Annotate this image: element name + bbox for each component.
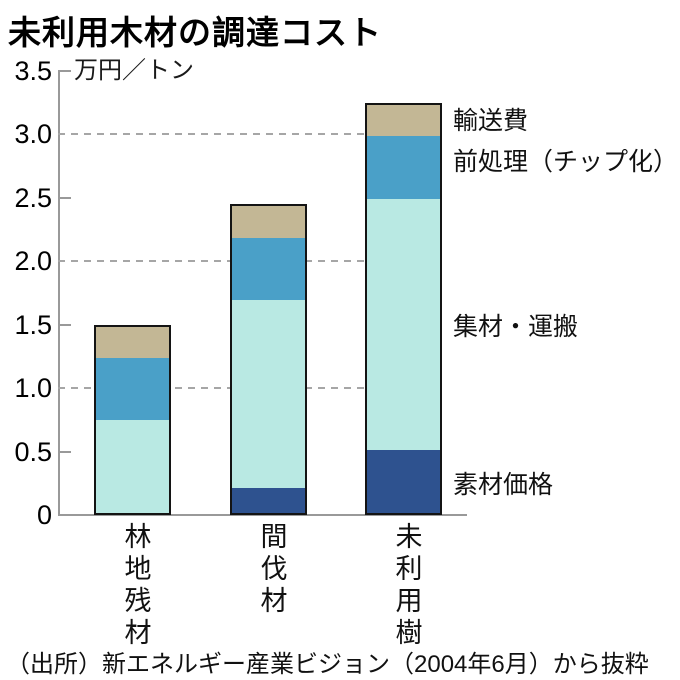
bar-1 — [94, 324, 171, 515]
y-tick-3.5 — [58, 70, 71, 72]
y-tick-label-2.5: 2.5 — [14, 182, 52, 213]
bar-2 — [230, 204, 307, 515]
category-label-1: 林地残材 — [120, 522, 151, 650]
bar-1-segment-前処理（チップ化） — [96, 357, 169, 420]
legend-label-輸送費: 輸送費 — [453, 106, 529, 135]
y-tick-1.5 — [58, 323, 71, 326]
chart-title: 未利用木材の調達コスト — [8, 14, 382, 51]
y-tick-label-3: 3.0 — [14, 119, 52, 150]
bar-2-segment-素材価格 — [232, 487, 305, 513]
x-axis-line — [58, 514, 467, 516]
gridline-3 — [58, 133, 442, 136]
legend-label-素材価格: 素材価格 — [453, 471, 554, 500]
source-note: （出所）新エネルギー産業ビジョン（2004年6月）から抜粋 — [6, 651, 649, 678]
y-axis-line — [58, 71, 60, 515]
bar-3-segment-集材・運搬 — [367, 198, 440, 451]
legend-label-前処理（チップ化）: 前処理（チップ化） — [453, 148, 679, 177]
bar-2-segment-集材・運搬 — [232, 300, 305, 488]
bar-3-segment-素材価格 — [367, 450, 440, 513]
category-label-3: 未利用樹 — [391, 522, 422, 650]
bar-1-segment-輸送費 — [96, 326, 169, 358]
y-tick-label-1.5: 1.5 — [14, 309, 52, 340]
y-tick-0.5 — [58, 450, 71, 453]
bar-3-segment-輸送費 — [367, 104, 440, 137]
y-tick-label-1: 1.0 — [14, 373, 52, 404]
y-tick-label-0.5: 0.5 — [14, 436, 52, 467]
bar-2-segment-輸送費 — [232, 206, 305, 238]
y-tick-label-0: 0 — [36, 500, 52, 530]
legend-label-集材・運搬: 集材・運搬 — [453, 312, 579, 341]
bar-2-segment-前処理（チップ化） — [232, 237, 305, 301]
y-tick-label-3.5: 3.5 — [14, 56, 52, 86]
bar-3 — [365, 102, 442, 515]
y-tick-2.5 — [58, 196, 71, 199]
bar-3-segment-前処理（チップ化） — [367, 136, 440, 199]
bar-1-segment-集材・運搬 — [96, 419, 169, 513]
y-axis-unit-label: 万円／トン — [74, 57, 194, 84]
y-tick-label-2: 2.0 — [14, 246, 52, 277]
category-label-2: 間伐材 — [256, 522, 287, 618]
